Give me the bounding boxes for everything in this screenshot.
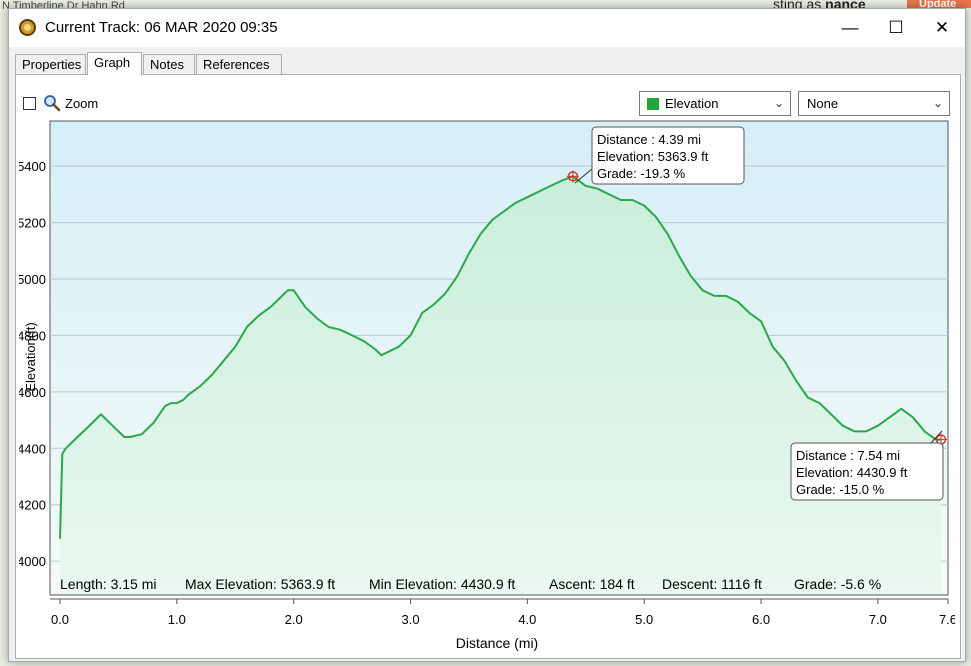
callout-end-grade: Grade: -15.0 % [796,482,885,497]
callout-end-box [790,442,944,501]
stat-ascent: Ascent: 184 ft [549,576,635,592]
x-tick-label-1.0: 1.0 [168,612,186,627]
marker-layer [566,170,947,446]
stat-length: Length: 3.15 mi [60,576,157,592]
track-window: Current Track: 06 MAR 2020 09:35 — ☐ ✕ P… [8,8,966,662]
x-tick-label-3.0: 3.0 [401,612,419,627]
x-tick-label-2.0: 2.0 [285,612,303,627]
x-tick-label-7.0: 7.0 [869,612,887,627]
stats-bar: Length: 3.15 mi Max Elevation: 5363.9 ft… [60,576,881,592]
callout-end: Distance : 7.54 mi Elevation: 4430.9 ft … [790,430,944,501]
tab-graph[interactable]: Graph [87,52,142,75]
zoom-checkbox[interactable] [23,97,36,110]
callout-max-leader [574,168,593,184]
y-tick-label-4600: 4600 [19,385,46,400]
y-tick-label-5400: 5400 [19,159,46,174]
stat-min-elevation: Min Elevation: 4430.9 ft [369,576,515,592]
y-tick-label-5200: 5200 [19,216,46,231]
stat-grade: Grade: -5.6 % [794,576,881,592]
secondary-select-value: None [807,96,839,111]
secondary-series-select[interactable]: None ⌄ [798,91,950,116]
app-logo-icon [19,19,36,36]
update-button[interactable]: Update [907,0,971,8]
primary-select-value: Elevation [665,96,719,111]
minimize-button[interactable]: — [841,18,859,37]
maximize-button[interactable]: ☐ [888,18,904,37]
tab-notes[interactable]: Notes [143,54,195,74]
stat-descent: Descent: 1116 ft [662,576,762,592]
y-tick-label-4800: 4800 [19,328,46,343]
callout-max-elevation: Elevation: 5363.9 ft [597,149,709,164]
y-tick-label-4400: 4400 [19,441,46,456]
tick-layer: 4000 4200 4400 4600 4800 5000 5200 5400 0.0 1.0 2.… [19,159,955,627]
magnifier-icon [44,95,61,112]
primary-series-select[interactable]: Elevation ⌄ [639,91,791,116]
elevation-chart: 4000 4200 4400 4600 4800 5000 5200 5400 0.0 1.0 2.… [19,120,955,651]
stat-max-elevation: Max Elevation: 5363.9 ft [185,576,335,592]
y-tick-label-4200: 4200 [19,498,46,513]
tab-properties[interactable]: Properties [15,54,86,74]
callout-end-elevation: Elevation: 4430.9 ft [796,465,908,480]
x-tick-label-7.6: 7.6 [939,612,955,627]
area-layer [59,175,942,595]
chevron-down-icon: ⌄ [773,96,784,110]
tab-references[interactable]: References [196,54,282,74]
elevation-line [59,175,942,539]
elevation-area-fill [60,176,941,595]
callout-max-grade: Grade: -19.3 % [597,166,686,181]
x-tick-label-0.0: 0.0 [51,612,69,627]
callout-max-distance: Distance : 4.39 mi [597,132,701,147]
title-bar[interactable]: Current Track: 06 MAR 2020 09:35 — ☐ ✕ [9,9,965,47]
elevation-swatch [647,98,659,110]
x-axis-label: Distance (mi) [456,635,538,651]
y-axis-label: Elevation(ft) [23,322,38,391]
y-tick-label-4000: 4000 [19,554,46,569]
callout-max: Distance : 4.39 mi Elevation: 5363.9 ft … [574,126,745,185]
x-tick-label-4.0: 4.0 [518,612,536,627]
zoom-label: Zoom [65,96,99,111]
close-button[interactable]: ✕ [934,18,950,37]
x-tick-label-5.0: 5.0 [635,612,653,627]
callout-max-box [591,126,745,185]
window-title: Current Track: 06 MAR 2020 09:35 [45,19,278,36]
x-tick-label-6.0: 6.0 [752,612,770,627]
callout-end-distance: Distance : 7.54 mi [796,448,900,463]
chevron-down-icon: ⌄ [932,96,943,110]
y-tick-label-5000: 5000 [19,272,46,287]
